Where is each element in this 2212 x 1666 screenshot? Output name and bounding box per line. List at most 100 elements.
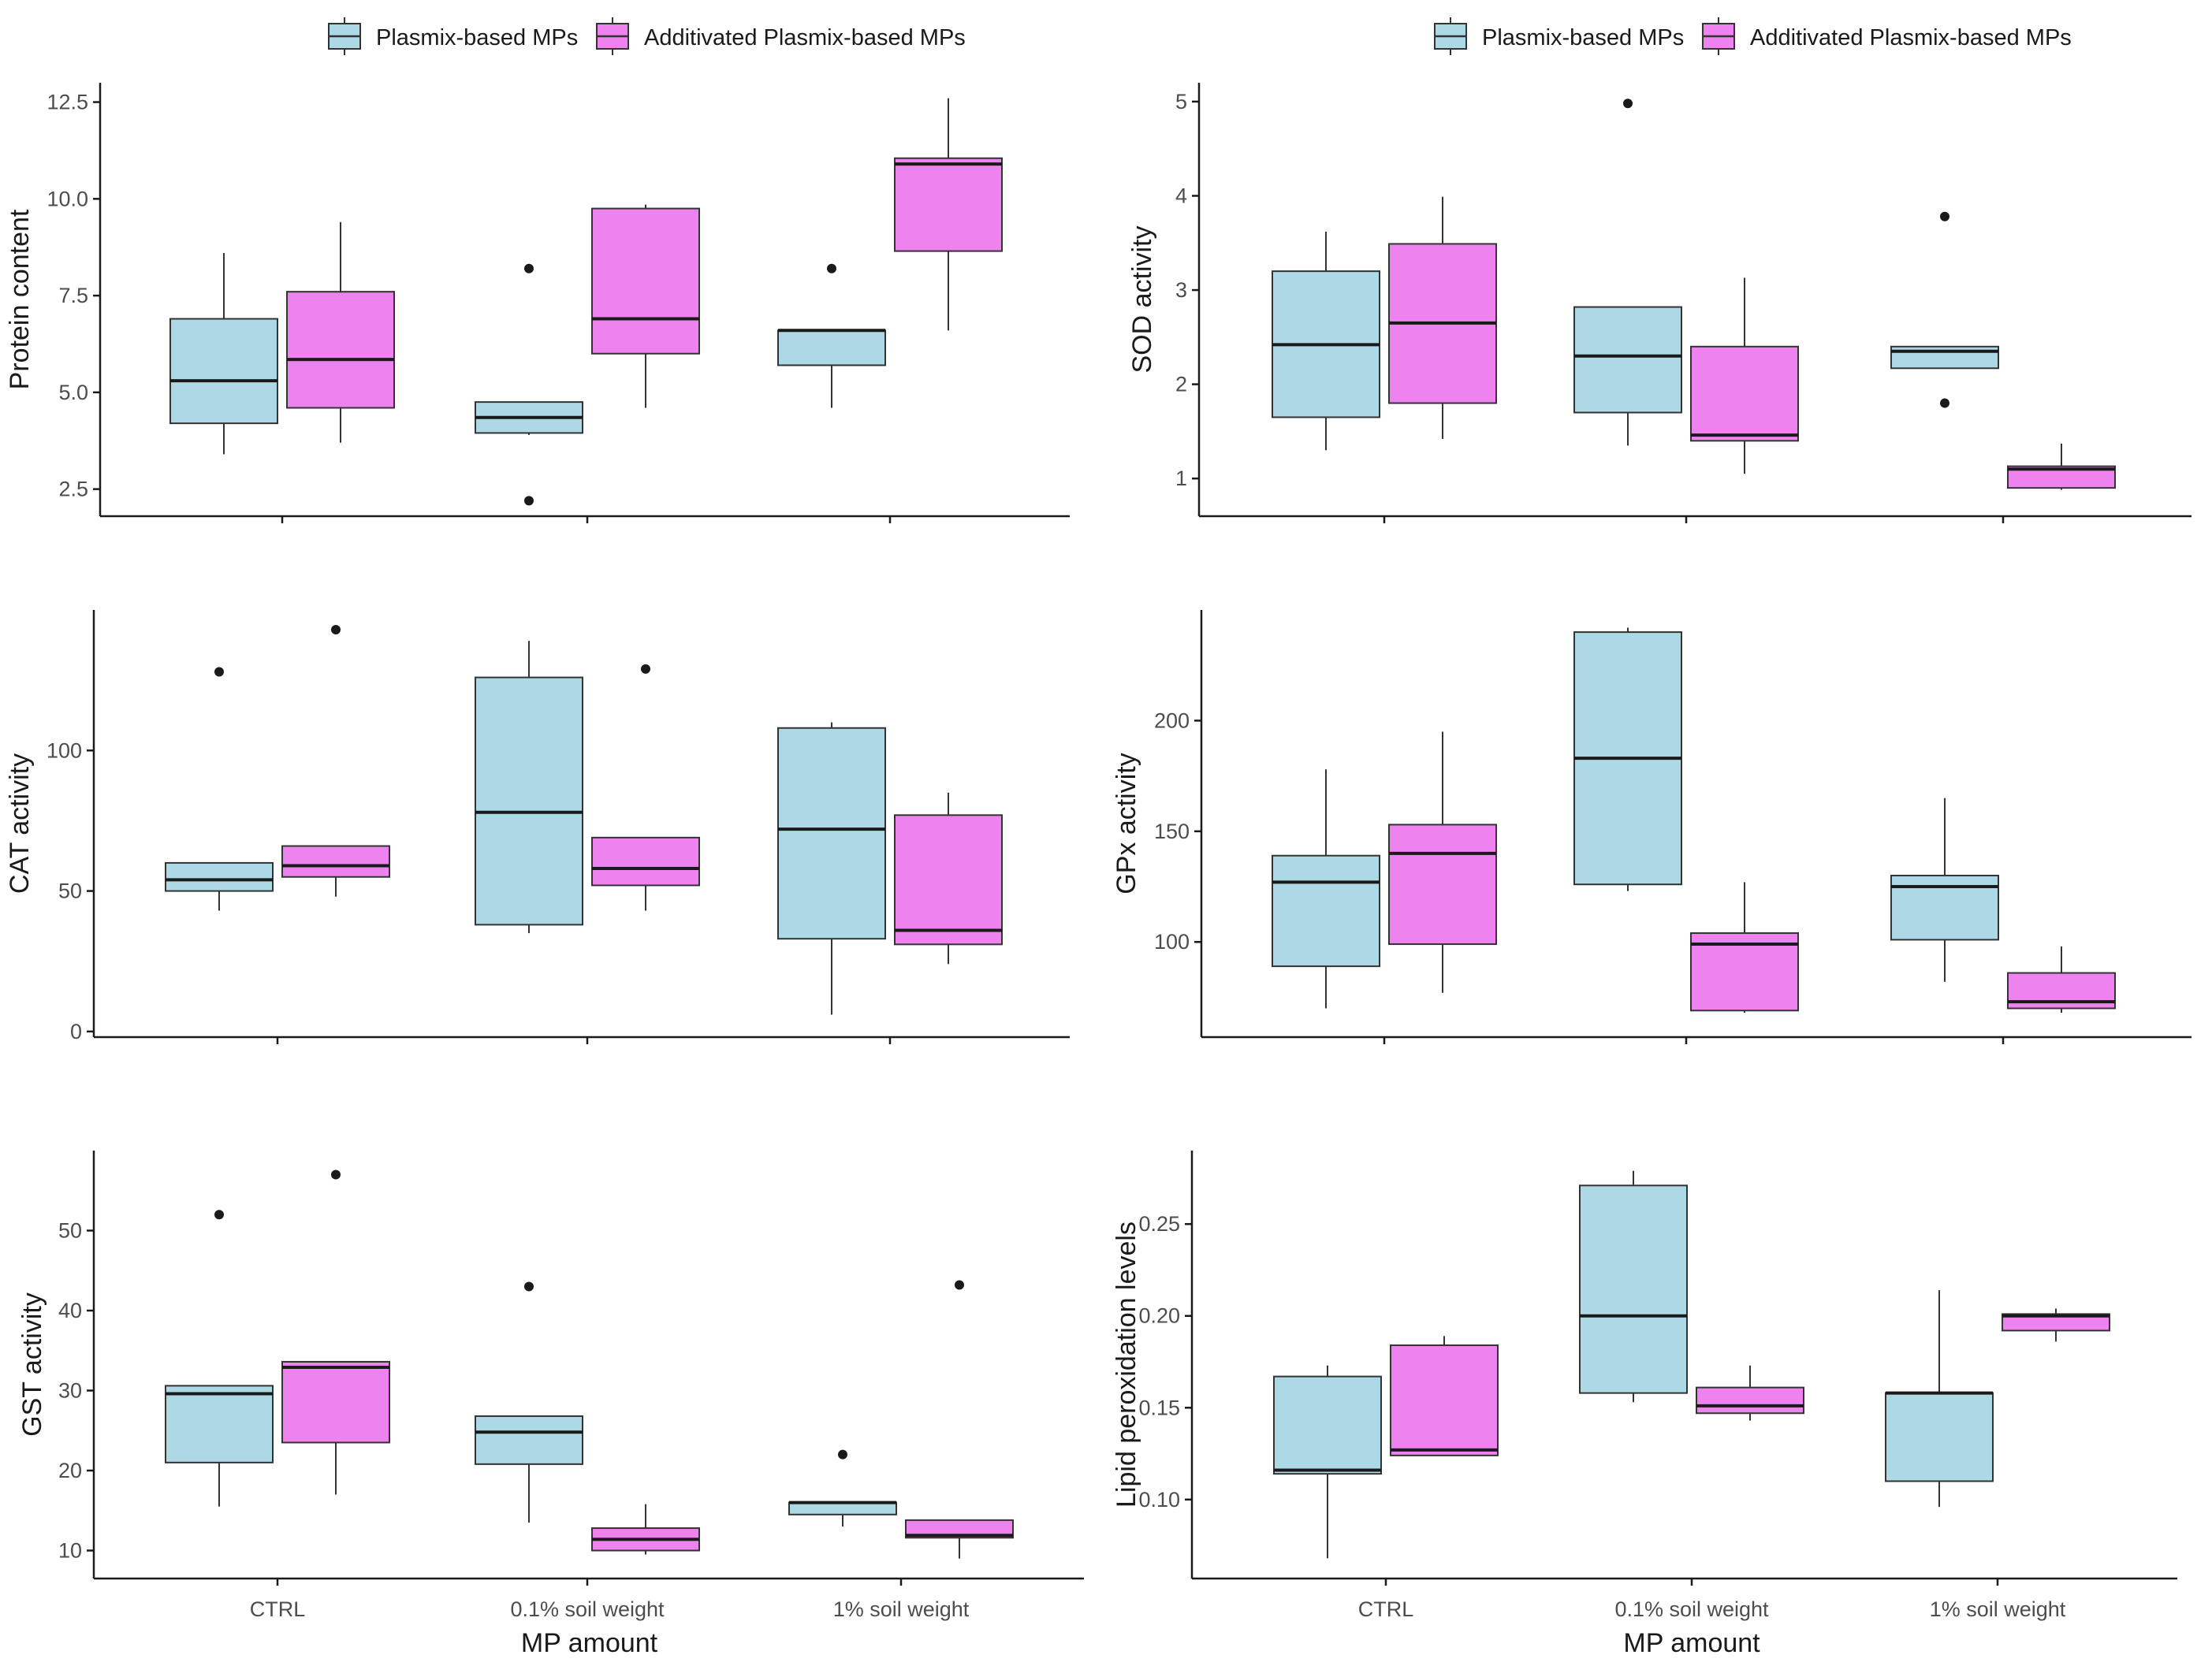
box-iqr xyxy=(894,157,1003,252)
box-additivated-1 xyxy=(591,664,700,911)
box-additivated-1 xyxy=(591,204,700,408)
box-plasmix-2 xyxy=(1890,798,1999,982)
box-iqr xyxy=(1690,932,1799,1012)
box-additivated-0 xyxy=(281,1170,390,1495)
box-iqr xyxy=(169,318,278,425)
box-iqr xyxy=(591,207,700,355)
y-tick-label: 4 xyxy=(1175,184,1187,207)
panel-lipid-peroxidation: 0.10 0.15 0.20 0.25 CTRL 0.1% soil weight 1% s… xyxy=(1112,1151,2177,1658)
box-additivated-2 xyxy=(2007,946,2116,1013)
box-iqr xyxy=(1573,306,1682,414)
box-iqr xyxy=(475,676,583,926)
box-iqr xyxy=(475,1415,583,1465)
legend-label-plasmix: Plasmix-based MPs xyxy=(376,25,578,50)
legend-right: Plasmix-based MPs Additivated Plasmix-bas… xyxy=(1434,17,2072,55)
y-axis-title: CAT activity xyxy=(5,753,35,894)
y-tick-label: 10 xyxy=(58,1538,82,1562)
y-tick-label: 1 xyxy=(1175,467,1187,490)
panel-gst-activity: 10 20 30 40 50 CTRL 0.1% soil weight 1% soil we… xyxy=(17,1151,1084,1658)
box-plasmix-0 xyxy=(1273,1365,1382,1559)
box-plasmix-2 xyxy=(1885,1290,1994,1508)
panel-cat-activity: 0 50 100 CAT activity xyxy=(5,610,1070,1044)
y-tick-label: 12.5 xyxy=(47,91,88,114)
box-plasmix-1 xyxy=(1573,627,1682,891)
y-axis-title: Protein content xyxy=(5,209,35,389)
box-additivated-1 xyxy=(591,1504,700,1555)
outlier-point xyxy=(641,664,650,674)
legend-key-additivated xyxy=(596,17,629,55)
outlier-point xyxy=(1940,398,1949,408)
box-plasmix-0 xyxy=(165,667,274,911)
box-plasmix-1 xyxy=(475,263,583,506)
box-iqr xyxy=(1696,1386,1804,1415)
y-tick-label: 50 xyxy=(58,879,82,903)
legend-label-additivated: Additivated Plasmix-based MPs xyxy=(644,25,966,50)
box-iqr xyxy=(1885,1392,1994,1482)
box-plasmix-2 xyxy=(777,722,886,1015)
box-additivated-2 xyxy=(2007,443,2116,490)
y-axis-title: GST activity xyxy=(17,1292,47,1437)
y-tick-label: 200 xyxy=(1154,708,1190,732)
box-iqr xyxy=(777,329,886,366)
y-tick-label: 0.15 xyxy=(1138,1396,1180,1419)
box-iqr xyxy=(1272,854,1380,968)
box-additivated-0 xyxy=(1390,1336,1499,1456)
box-plasmix-2 xyxy=(788,1449,897,1527)
box-additivated-0 xyxy=(286,221,395,443)
y-tick-label: 40 xyxy=(58,1299,82,1322)
y-tick-label: 30 xyxy=(58,1378,82,1402)
panel-gpx-activity: 100 150 200 GPx activity xyxy=(1112,610,2192,1044)
box-plasmix-1 xyxy=(1573,99,1682,446)
y-tick-label: 3 xyxy=(1175,278,1187,302)
box-iqr xyxy=(1388,824,1497,946)
box-iqr xyxy=(286,291,395,409)
y-axis-title: Lipid peroxidation levels xyxy=(1112,1222,1141,1508)
box-plasmix-1 xyxy=(475,1281,583,1523)
box-iqr xyxy=(281,1360,390,1444)
box-iqr xyxy=(591,836,700,887)
box-iqr xyxy=(1273,1375,1382,1475)
legend-key-plasmix xyxy=(1434,17,1467,55)
panel-sod-activity: 1 2 3 4 5 SOD activity xyxy=(1127,83,2192,523)
outlier-point xyxy=(1623,99,1633,109)
y-axis-title: GPx activity xyxy=(1112,753,1141,894)
panel-protein-content: 2.5 5.0 7.5 10.0 12.5 Protein content xyxy=(5,83,1070,523)
legend-label-plasmix: Plasmix-based MPs xyxy=(1482,25,1684,50)
box-plasmix-2 xyxy=(777,263,886,408)
box-iqr xyxy=(788,1501,897,1515)
x-tick-label: 1% soil weight xyxy=(1930,1597,2066,1621)
y-tick-label: 0 xyxy=(70,1020,82,1043)
box-plasmix-0 xyxy=(169,253,278,455)
y-tick-label: 5 xyxy=(1175,90,1187,113)
box-iqr xyxy=(1690,345,1799,442)
box-plasmix-1 xyxy=(1579,1170,1688,1403)
box-additivated-0 xyxy=(1388,731,1497,993)
y-tick-label: 50 xyxy=(58,1218,82,1242)
y-axis-title: SOD activity xyxy=(1127,225,1157,373)
y-tick-label: 5.0 xyxy=(58,381,88,404)
y-tick-label: 0.25 xyxy=(1138,1212,1180,1236)
box-additivated-1 xyxy=(1690,277,1799,474)
y-tick-label: 150 xyxy=(1154,820,1190,843)
box-iqr xyxy=(905,1519,1014,1539)
y-tick-label: 10.0 xyxy=(47,187,88,210)
box-iqr xyxy=(165,1385,274,1463)
y-tick-label: 2 xyxy=(1175,373,1187,396)
box-plasmix-1 xyxy=(475,641,583,934)
box-iqr xyxy=(1390,1344,1499,1456)
outlier-point xyxy=(955,1280,964,1290)
y-tick-label: 2.5 xyxy=(58,478,88,501)
box-iqr xyxy=(1579,1184,1688,1394)
outlier-point xyxy=(524,1281,534,1292)
box-additivated-1 xyxy=(1696,1365,1804,1421)
outlier-point xyxy=(838,1449,847,1460)
box-iqr xyxy=(894,814,1003,946)
outlier-point xyxy=(524,496,534,506)
x-tick-label: CTRL xyxy=(1358,1597,1414,1621)
box-iqr xyxy=(281,845,390,878)
legend-label-additivated: Additivated Plasmix-based MPs xyxy=(1750,25,2072,50)
box-iqr xyxy=(165,861,274,892)
box-plasmix-0 xyxy=(165,1210,274,1507)
outlier-point xyxy=(524,263,534,273)
